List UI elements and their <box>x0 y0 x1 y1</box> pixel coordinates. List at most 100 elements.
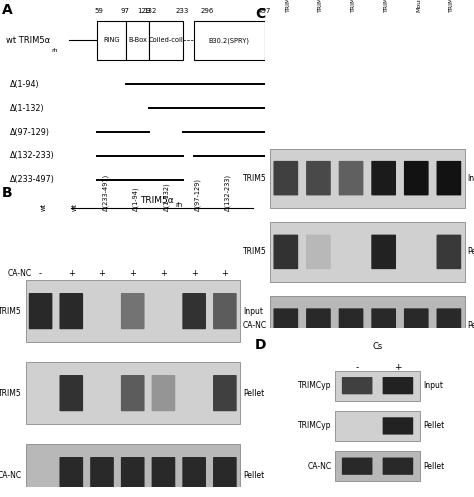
Text: B-Box: B-Box <box>128 37 147 43</box>
Text: Pellet: Pellet <box>423 462 445 471</box>
FancyBboxPatch shape <box>342 458 373 475</box>
FancyBboxPatch shape <box>59 375 83 411</box>
Text: 233: 233 <box>175 8 189 14</box>
FancyBboxPatch shape <box>152 375 175 411</box>
Text: CA-NC: CA-NC <box>7 269 31 278</box>
FancyBboxPatch shape <box>404 308 428 343</box>
Bar <box>26 362 240 424</box>
Bar <box>149 21 183 60</box>
Text: 296: 296 <box>200 8 213 14</box>
FancyBboxPatch shape <box>404 161 428 195</box>
Text: TRIM5αAGM(tan): TRIM5αAGM(tan) <box>383 0 389 12</box>
FancyBboxPatch shape <box>273 308 298 343</box>
FancyBboxPatch shape <box>383 377 413 394</box>
Text: Cs: Cs <box>373 342 383 351</box>
Text: TRIM5αrh: TRIM5αrh <box>286 0 291 12</box>
FancyBboxPatch shape <box>306 161 331 195</box>
Text: -: - <box>356 363 359 372</box>
Text: TRIM5: TRIM5 <box>243 248 267 256</box>
FancyBboxPatch shape <box>437 235 461 269</box>
FancyBboxPatch shape <box>371 308 396 343</box>
Bar <box>26 444 240 497</box>
FancyBboxPatch shape <box>152 457 175 493</box>
FancyBboxPatch shape <box>121 457 145 493</box>
Text: C: C <box>255 7 265 21</box>
Text: 59: 59 <box>94 8 103 14</box>
Text: RING: RING <box>103 37 120 43</box>
Bar <box>270 296 465 355</box>
Bar <box>126 21 149 60</box>
Text: Δ(1-94): Δ(1-94) <box>133 186 139 211</box>
Text: +: + <box>68 269 75 278</box>
Text: +: + <box>394 363 401 372</box>
Bar <box>270 149 465 208</box>
Text: Input: Input <box>244 307 264 316</box>
Bar <box>335 411 420 441</box>
Text: CA-NC: CA-NC <box>243 321 267 330</box>
Text: A: A <box>2 3 13 17</box>
Text: CA-NC: CA-NC <box>308 462 332 471</box>
Bar <box>97 21 126 60</box>
FancyBboxPatch shape <box>121 375 145 411</box>
Text: TRIMCyp: TRIMCyp <box>298 381 332 390</box>
Text: Input: Input <box>467 173 474 183</box>
Text: TRIM5: TRIM5 <box>0 307 22 316</box>
Text: -: - <box>39 269 42 278</box>
Text: wt: wt <box>71 203 77 211</box>
Bar <box>270 222 465 281</box>
Text: B: B <box>2 186 13 200</box>
Text: +: + <box>129 269 136 278</box>
FancyBboxPatch shape <box>273 161 298 195</box>
Text: wt TRIM5α: wt TRIM5α <box>6 36 50 45</box>
Text: CA-NC: CA-NC <box>0 471 22 480</box>
Text: +: + <box>99 269 105 278</box>
Text: Pellet: Pellet <box>423 421 445 430</box>
Text: TRIM5: TRIM5 <box>0 389 22 398</box>
Text: 129: 129 <box>137 8 151 14</box>
Bar <box>26 280 240 342</box>
FancyBboxPatch shape <box>213 293 237 329</box>
FancyBboxPatch shape <box>213 457 237 493</box>
Text: Mouse9230105E10: Mouse9230105E10 <box>416 0 421 12</box>
Text: +: + <box>191 269 198 278</box>
Text: TRIM5: TRIM5 <box>243 173 267 183</box>
FancyBboxPatch shape <box>213 375 237 411</box>
Text: +: + <box>160 269 167 278</box>
Text: rh: rh <box>175 202 182 208</box>
FancyBboxPatch shape <box>121 293 145 329</box>
Text: Δ(132-233): Δ(132-233) <box>10 151 55 161</box>
FancyBboxPatch shape <box>371 235 396 269</box>
Text: Pellet: Pellet <box>244 471 264 480</box>
Text: TRIM5αAGM(pyg): TRIM5αAGM(pyg) <box>449 0 454 12</box>
FancyBboxPatch shape <box>59 457 83 493</box>
Text: TRIM5αsq: TRIM5αsq <box>351 0 356 12</box>
Text: Δ(1-132): Δ(1-132) <box>164 182 170 211</box>
Text: TRIMCyp: TRIMCyp <box>298 421 332 430</box>
Text: Pellet: Pellet <box>244 389 264 398</box>
Text: Δ(97-129): Δ(97-129) <box>194 178 201 211</box>
FancyBboxPatch shape <box>273 235 298 269</box>
Text: Pellet: Pellet <box>467 321 474 330</box>
Text: +: + <box>221 269 228 278</box>
FancyBboxPatch shape <box>306 308 331 343</box>
FancyBboxPatch shape <box>371 161 396 195</box>
Text: 497: 497 <box>257 8 271 14</box>
FancyBboxPatch shape <box>306 235 331 269</box>
Text: TRIM5αhu: TRIM5αhu <box>319 0 323 12</box>
FancyBboxPatch shape <box>437 161 461 195</box>
Text: 97: 97 <box>120 8 129 14</box>
Bar <box>335 451 420 481</box>
Bar <box>335 371 420 401</box>
FancyBboxPatch shape <box>182 457 206 493</box>
Text: Δ(1-132): Δ(1-132) <box>10 104 45 113</box>
Text: TRIM5α: TRIM5α <box>140 196 174 205</box>
Text: 132: 132 <box>143 8 156 14</box>
Text: Δ(1-94): Δ(1-94) <box>10 80 39 89</box>
FancyBboxPatch shape <box>437 308 461 343</box>
Text: rh: rh <box>51 48 58 53</box>
FancyBboxPatch shape <box>90 457 114 493</box>
Bar <box>194 21 265 60</box>
FancyBboxPatch shape <box>29 293 53 329</box>
Text: D: D <box>255 338 267 352</box>
FancyBboxPatch shape <box>182 293 206 329</box>
